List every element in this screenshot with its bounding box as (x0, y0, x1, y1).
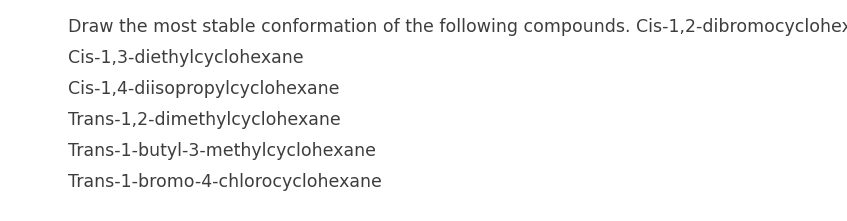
Text: Trans-1-butyl-3-methylcyclohexane: Trans-1-butyl-3-methylcyclohexane (68, 142, 376, 160)
Text: Cis-1,3-diethylcyclohexane: Cis-1,3-diethylcyclohexane (68, 49, 303, 67)
Text: Cis-1,4-diisopropylcyclohexane: Cis-1,4-diisopropylcyclohexane (68, 80, 340, 98)
Text: Trans-1-bromo-4-chlorocyclohexane: Trans-1-bromo-4-chlorocyclohexane (68, 173, 382, 191)
Text: Trans-1,2-dimethylcyclohexane: Trans-1,2-dimethylcyclohexane (68, 111, 340, 129)
Text: Draw the most stable conformation of the following compounds. Cis-1,2-dibromocyc: Draw the most stable conformation of the… (68, 18, 847, 36)
